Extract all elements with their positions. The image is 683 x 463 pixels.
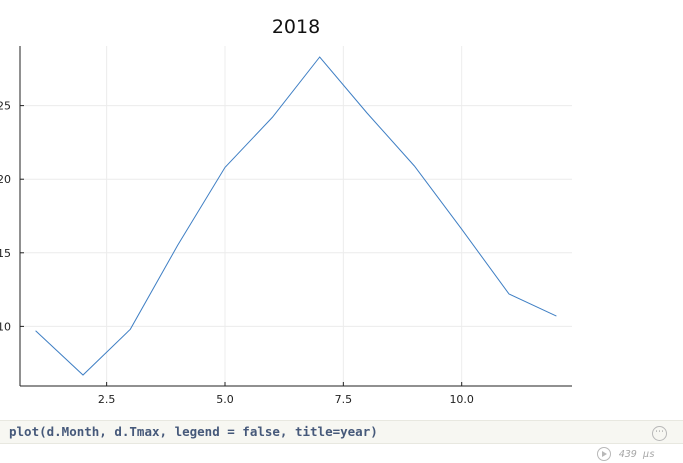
line-chart: 2.5 5.0 7.5 10.0 10 15 20 25 2018	[0, 16, 572, 406]
play-icon[interactable]	[596, 447, 611, 461]
x-tick-label: 2.5	[98, 393, 116, 406]
y-tick-label: 25	[0, 100, 11, 113]
run-info: 439 μs	[596, 447, 655, 461]
cell-menu-icon[interactable]: ⋯	[652, 426, 667, 441]
series-line	[35, 56, 557, 376]
grid-lines	[20, 46, 572, 386]
code-input[interactable]: plot(d.Month, d.Tmax, legend = false, ti…	[9, 424, 378, 439]
x-tick-label: 10.0	[449, 393, 474, 406]
runtime-label: 439 μs	[618, 449, 655, 460]
y-tick-label: 10	[0, 320, 11, 333]
chart-title: 2018	[272, 16, 320, 38]
x-tick-label: 5.0	[216, 393, 234, 406]
axis-ticks: 2.5 5.0 7.5 10.0 10 15 20 25	[0, 100, 474, 406]
y-tick-label: 15	[0, 247, 11, 260]
y-tick-label: 20	[0, 173, 11, 186]
code-cell[interactable]: plot(d.Month, d.Tmax, legend = false, ti…	[0, 420, 683, 444]
x-tick-label: 7.5	[335, 393, 353, 406]
